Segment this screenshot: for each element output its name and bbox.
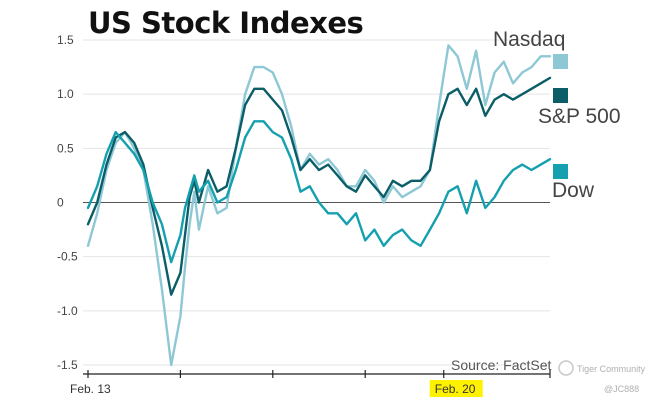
source-annotation: Source: FactSet xyxy=(451,357,551,373)
watermark: Tiger Community @JC888 xyxy=(558,360,646,394)
y-axis-ticks: 1.5 1.0 0.5 0 -0.5 -1.0 -1.5 xyxy=(57,33,78,372)
x-tick-label: Feb. 13 xyxy=(70,382,111,396)
x-tick-highlight xyxy=(429,380,483,397)
chart-title: US Stock Indexes xyxy=(88,6,364,40)
legend-swatch-dow xyxy=(553,164,568,179)
series-line-dow xyxy=(86,120,552,264)
y-tick-label: -1.5 xyxy=(57,358,78,372)
grid-lines xyxy=(83,39,550,366)
y-tick-label: 1.0 xyxy=(57,87,74,101)
x-tick-label: Feb. 20 xyxy=(435,382,476,396)
tiger-logo-icon xyxy=(558,360,574,376)
series-lines xyxy=(86,44,552,367)
legend-label-s-p-500: S&P 500 xyxy=(538,105,621,128)
legend-label-dow: Dow xyxy=(552,179,595,202)
legend-label-nasdaq: Nasdaq xyxy=(493,28,565,51)
y-tick-label: 0 xyxy=(57,196,64,210)
legend-swatch-s-p-500 xyxy=(553,88,568,103)
y-tick-label: 0.5 xyxy=(57,141,74,155)
series-line-s-p-500 xyxy=(86,76,552,296)
y-tick-label: -0.5 xyxy=(57,250,78,264)
watermark-name: Tiger Community xyxy=(577,364,646,374)
legend: Nasdaq S&P 500 Dow xyxy=(493,28,621,202)
y-tick-label: -1.0 xyxy=(57,304,78,318)
series-line-nasdaq xyxy=(86,44,552,367)
y-tick-label: 1.5 xyxy=(57,33,74,47)
x-axis: Feb. 13 Feb. 20 xyxy=(70,370,551,397)
legend-swatch-nasdaq xyxy=(553,54,568,69)
watermark-handle: @JC888 xyxy=(604,384,639,394)
